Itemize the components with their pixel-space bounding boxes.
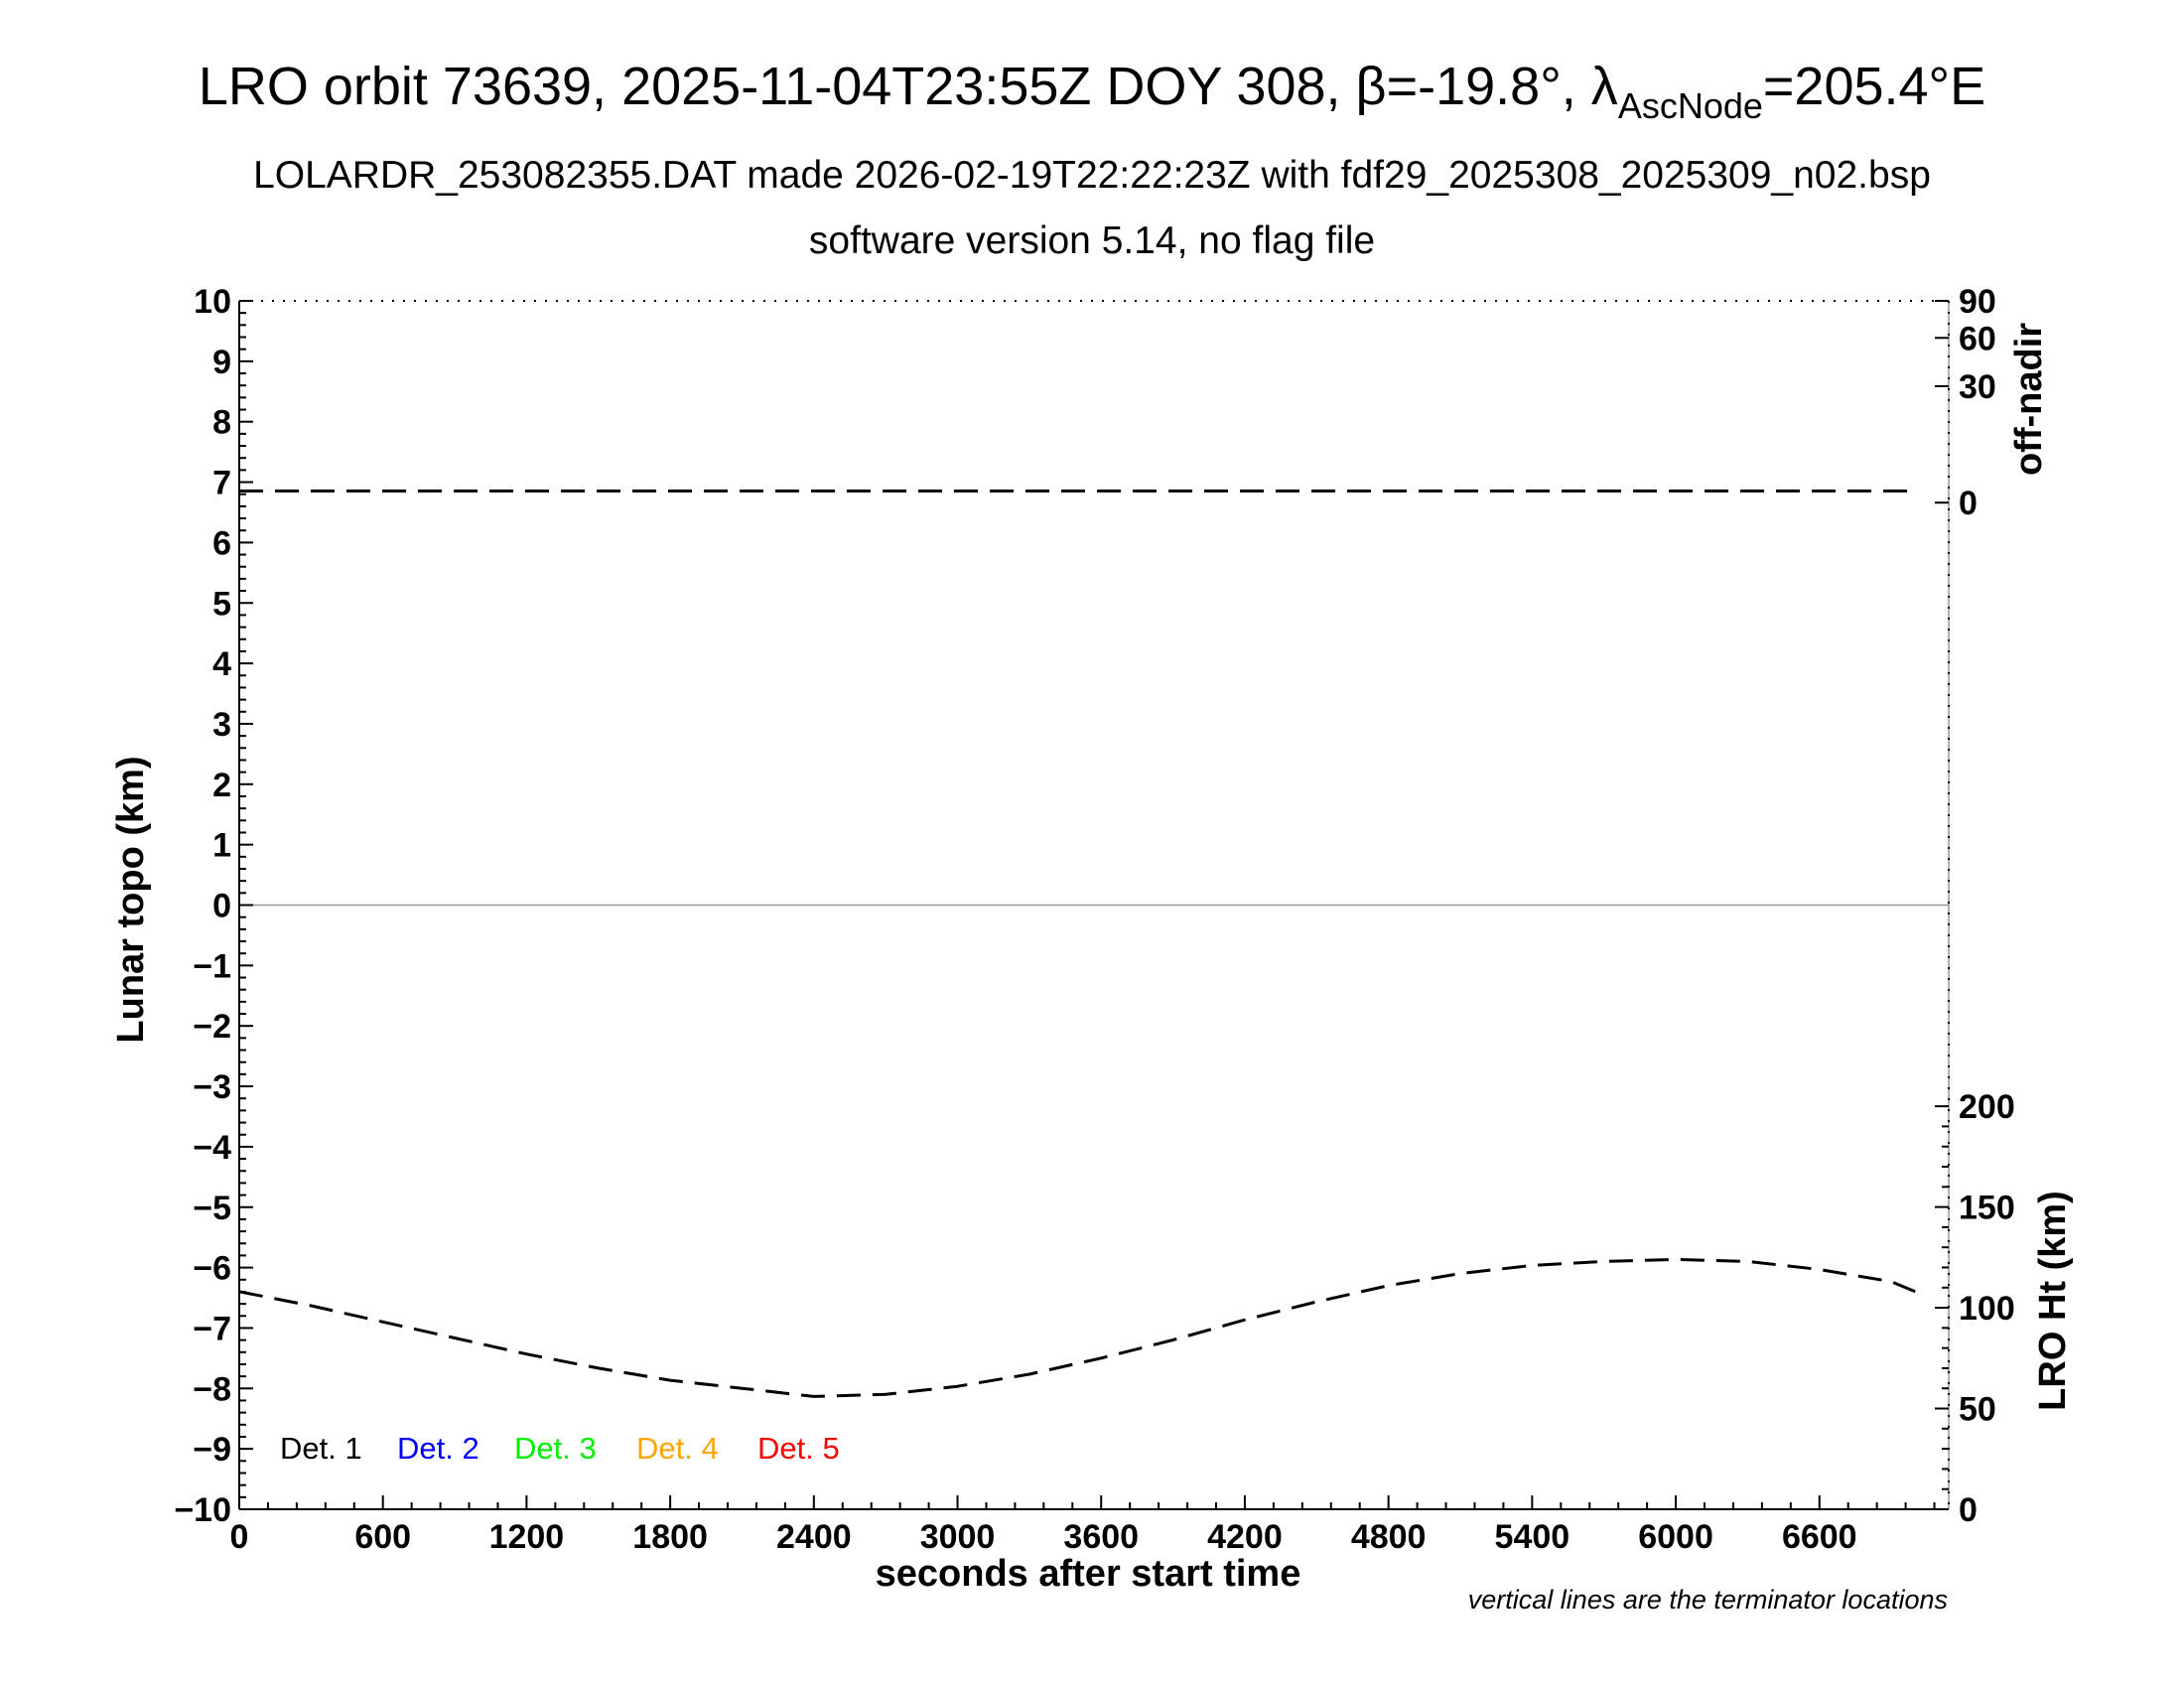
off-nadir-tick-label: 30: [1959, 368, 1996, 406]
right-axis-label-lro-height: LRO Ht (km): [2032, 1191, 2074, 1411]
x-tick-label: 0: [230, 1518, 249, 1556]
y-tick-label: 10: [194, 283, 231, 321]
x-axis-ticks: 0 600 1200 1800 2400 3000 3600 4200 4800 5400 6000…: [230, 1495, 1936, 1556]
y-tick-label: −8: [193, 1370, 231, 1408]
legend: Det. 1 Det. 2 Det. 3 Det. 4 Det. 5: [280, 1431, 840, 1466]
height-tick-label: 150: [1959, 1190, 2015, 1227]
right-axis-label-off-nadir: off-nadir: [2008, 323, 2050, 476]
x-tick-label: 2400: [776, 1518, 852, 1556]
y-tick-label: 9: [212, 344, 231, 381]
y-tick-label: −5: [193, 1190, 231, 1227]
y-tick-label: 5: [212, 585, 231, 623]
y-tick-label: −10: [174, 1491, 231, 1529]
legend-entry: Det. 5: [757, 1431, 840, 1466]
lro-height-line: [238, 1257, 1916, 1398]
x-tick-label: 3600: [1063, 1518, 1139, 1556]
legend-entry: Det. 3: [514, 1431, 597, 1466]
terminator-note: vertical lines are the terminator locati…: [1468, 1585, 1948, 1615]
y-axis-label: Lunar topo (km): [110, 756, 152, 1043]
off-nadir-tick-label: 60: [1959, 320, 1996, 357]
y-tick-label: 1: [212, 827, 231, 865]
y-tick-label: −6: [193, 1250, 231, 1288]
y-tick-label: −9: [193, 1431, 231, 1469]
height-tick-label: 200: [1959, 1088, 2015, 1126]
chart-subtitle-software: software version 5.14, no flag file: [809, 219, 1375, 262]
legend-entry: Det. 2: [397, 1431, 479, 1466]
height-tick-label: 0: [1959, 1491, 1978, 1529]
series-lines: [238, 490, 1916, 1398]
x-tick-label: 4200: [1207, 1518, 1283, 1556]
y-tick-label: 8: [212, 404, 231, 442]
x-tick-label: 5400: [1495, 1518, 1570, 1556]
x-tick-label: 6000: [1638, 1518, 1713, 1556]
y-tick-label: 7: [212, 465, 231, 502]
x-tick-label: 1800: [632, 1518, 708, 1556]
chart-title: LRO orbit 73639, 2025-11-04T23:55Z DOY 3…: [199, 57, 1985, 126]
y-tick-label: −3: [193, 1068, 231, 1106]
chart-subtitle-file: LOLARDR_253082355.DAT made 2026-02-19T22…: [253, 154, 1931, 197]
y-tick-label: −2: [193, 1008, 231, 1046]
y-tick-label: −4: [193, 1129, 231, 1167]
legend-entry: Det. 4: [636, 1431, 719, 1466]
legend-entry: Det. 1: [280, 1431, 362, 1466]
x-axis-label: seconds after start time: [876, 1553, 1301, 1595]
off-nadir-tick-label: 90: [1959, 283, 1996, 321]
height-tick-label: 100: [1959, 1290, 2015, 1328]
y-tick-label: −1: [193, 947, 231, 985]
plot-frame: [238, 300, 1950, 1510]
y-tick-label: −7: [193, 1310, 231, 1347]
y-tick-label: 2: [212, 767, 231, 804]
height-tick-label: 50: [1959, 1391, 1996, 1429]
x-tick-label: 6600: [1782, 1518, 1857, 1556]
y-tick-label: 4: [212, 645, 231, 683]
y-tick-label: 0: [212, 888, 231, 925]
y-tick-label: 3: [212, 706, 231, 744]
x-tick-label: 600: [354, 1518, 411, 1556]
y-tick-label: 6: [212, 524, 231, 562]
x-tick-label: 1200: [489, 1518, 565, 1556]
x-tick-label: 4800: [1351, 1518, 1427, 1556]
off-nadir-tick-label: 0: [1959, 485, 1978, 522]
x-tick-label: 3000: [920, 1518, 996, 1556]
